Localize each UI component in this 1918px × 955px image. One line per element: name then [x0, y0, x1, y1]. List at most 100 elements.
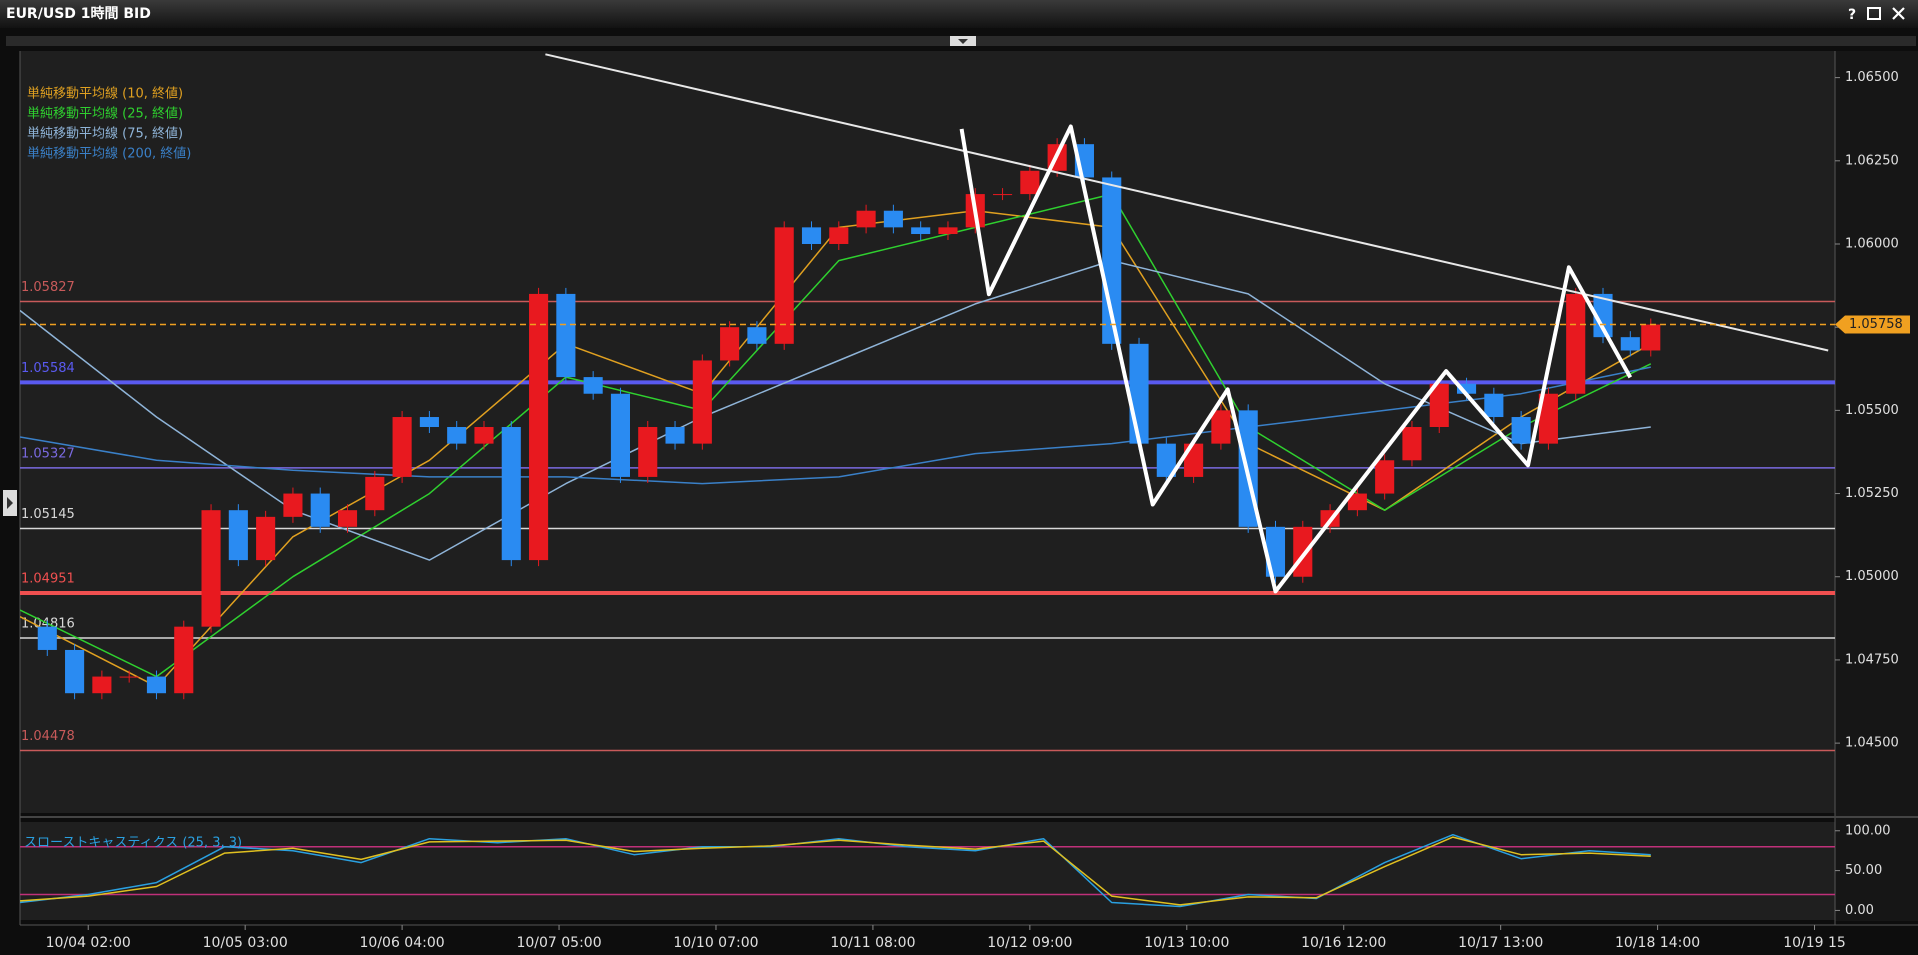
candle-body: [1156, 443, 1176, 477]
candle-body: [37, 626, 57, 650]
candle-body: [993, 194, 1013, 196]
price-level-label: 1.05327: [21, 446, 75, 461]
candle-body: [801, 227, 822, 244]
price-axis-area: [1835, 51, 1918, 921]
collapse-arrow: [958, 39, 968, 44]
candle-body: [610, 393, 631, 477]
candle-body: [1641, 324, 1661, 351]
legend-entry: 単純移動平均線 (10, 終値): [27, 86, 183, 102]
candle-body: [146, 676, 167, 694]
maximize-button[interactable]: [1867, 7, 1881, 20]
candle-body: [1620, 337, 1640, 351]
x-tick-label: 10/12 09:00: [987, 935, 1072, 951]
candle-body: [1593, 293, 1613, 338]
price-level-label: 1.05827: [21, 280, 75, 295]
candle-body: [419, 417, 439, 428]
plot-area: [20, 51, 1835, 813]
candle-body: [529, 293, 549, 561]
moving-average-line: [20, 193, 1652, 678]
x-tick-label: 10/18 14:00: [1615, 935, 1700, 951]
candle-body: [1402, 427, 1422, 461]
stoch-title: スローストキャスティクス (25, 3, 3): [24, 836, 242, 851]
candle-body: [228, 510, 248, 561]
price-level-label: 1.04951: [21, 572, 75, 587]
side-panel-arrow: [7, 497, 13, 509]
candle-body: [1211, 410, 1231, 444]
candle-body: [392, 417, 412, 477]
x-tick-label: 10/13 10:00: [1144, 935, 1229, 951]
candle-body: [638, 427, 658, 477]
moving-average-line: [20, 366, 1651, 485]
overlay: 1.065001.062501.060001.057501.055001.052…: [24, 70, 1910, 951]
x-tick-label: 10/11 08:00: [830, 935, 915, 951]
legend-entry: 単純移動平均線 (25, 終値): [27, 106, 183, 122]
candle-body: [337, 510, 358, 527]
candle-body: [829, 227, 849, 244]
stoch-tick-label: 0.00: [1845, 903, 1874, 918]
price-plot: 1.058271.055841.053271.051451.049511.048…: [20, 53, 1835, 752]
candle-body: [1375, 460, 1395, 494]
stochastic-area: [20, 822, 1835, 920]
candle-body: [501, 427, 521, 561]
x-tick-label: 10/17 13:00: [1458, 935, 1543, 951]
y-tick-label: 1.05000: [1845, 569, 1899, 584]
last-price-label: 1.05758: [1849, 317, 1903, 332]
candle-body: [774, 227, 794, 344]
x-tick-label: 10/07 05:00: [516, 935, 601, 951]
candle-body: [1538, 393, 1558, 444]
candle-body: [310, 493, 330, 527]
y-tick-label: 1.04750: [1845, 652, 1899, 667]
stoch-line: [20, 833, 1651, 908]
x-tick-label: 10/16 12:00: [1301, 935, 1386, 951]
close-button[interactable]: [1892, 7, 1905, 20]
price-level-label: 1.05584: [21, 361, 75, 376]
candle-body: [1566, 293, 1586, 394]
y-tick-label: 1.06250: [1845, 153, 1899, 168]
stoch-line: [20, 836, 1651, 906]
candle-body: [856, 210, 876, 228]
candle-body: [365, 476, 385, 511]
title-bar: [0, 0, 1918, 28]
candle-body: [883, 210, 903, 228]
stoch-tick-label: 100.00: [1845, 823, 1891, 838]
candle-body: [256, 516, 276, 561]
y-tick-label: 1.06500: [1845, 70, 1899, 85]
candle-body: [1293, 526, 1313, 577]
candle-body: [174, 626, 194, 694]
candle-body: [201, 510, 221, 627]
x-tick-label: 10/04 02:00: [46, 935, 131, 951]
y-tick-label: 1.04500: [1845, 736, 1899, 751]
candle-body: [474, 427, 494, 444]
candle-body: [1429, 383, 1449, 428]
candle-body: [447, 427, 467, 444]
help-button[interactable]: ?: [1848, 7, 1856, 23]
x-tick-label: 10/10 07:00: [673, 935, 758, 951]
price-level-label: 1.05145: [21, 507, 75, 522]
candle-body: [911, 227, 931, 235]
stochastic-plot: [20, 833, 1835, 908]
trendline: [545, 53, 1829, 352]
candle-body: [1129, 343, 1149, 444]
trendline: [959, 124, 1633, 594]
candle-body: [1484, 393, 1504, 418]
candle-body: [283, 493, 303, 517]
candle-body: [938, 227, 958, 235]
x-tick-label: 10/19 15: [1783, 935, 1846, 951]
stoch-tick-label: 50.00: [1845, 863, 1882, 878]
candle-body: [556, 293, 576, 378]
last-price-tag: [1835, 315, 1910, 334]
candle-body: [92, 676, 112, 694]
legend-entry: 単純移動平均線 (200, 終値): [27, 146, 191, 162]
candle-body: [720, 327, 740, 361]
candle-body: [583, 377, 603, 394]
x-tick-label: 10/05 03:00: [203, 935, 288, 951]
x-tick-label: 10/06 04:00: [360, 935, 445, 951]
candle-body: [1511, 417, 1531, 444]
candle-body: [119, 676, 139, 678]
candle-body: [665, 427, 685, 444]
y-tick-label: 1.05500: [1845, 403, 1899, 418]
window-title: EUR/USD 1時間 BID: [6, 5, 151, 22]
legend-entry: 単純移動平均線 (75, 終値): [27, 126, 183, 142]
y-tick-label: 1.05250: [1845, 486, 1899, 501]
